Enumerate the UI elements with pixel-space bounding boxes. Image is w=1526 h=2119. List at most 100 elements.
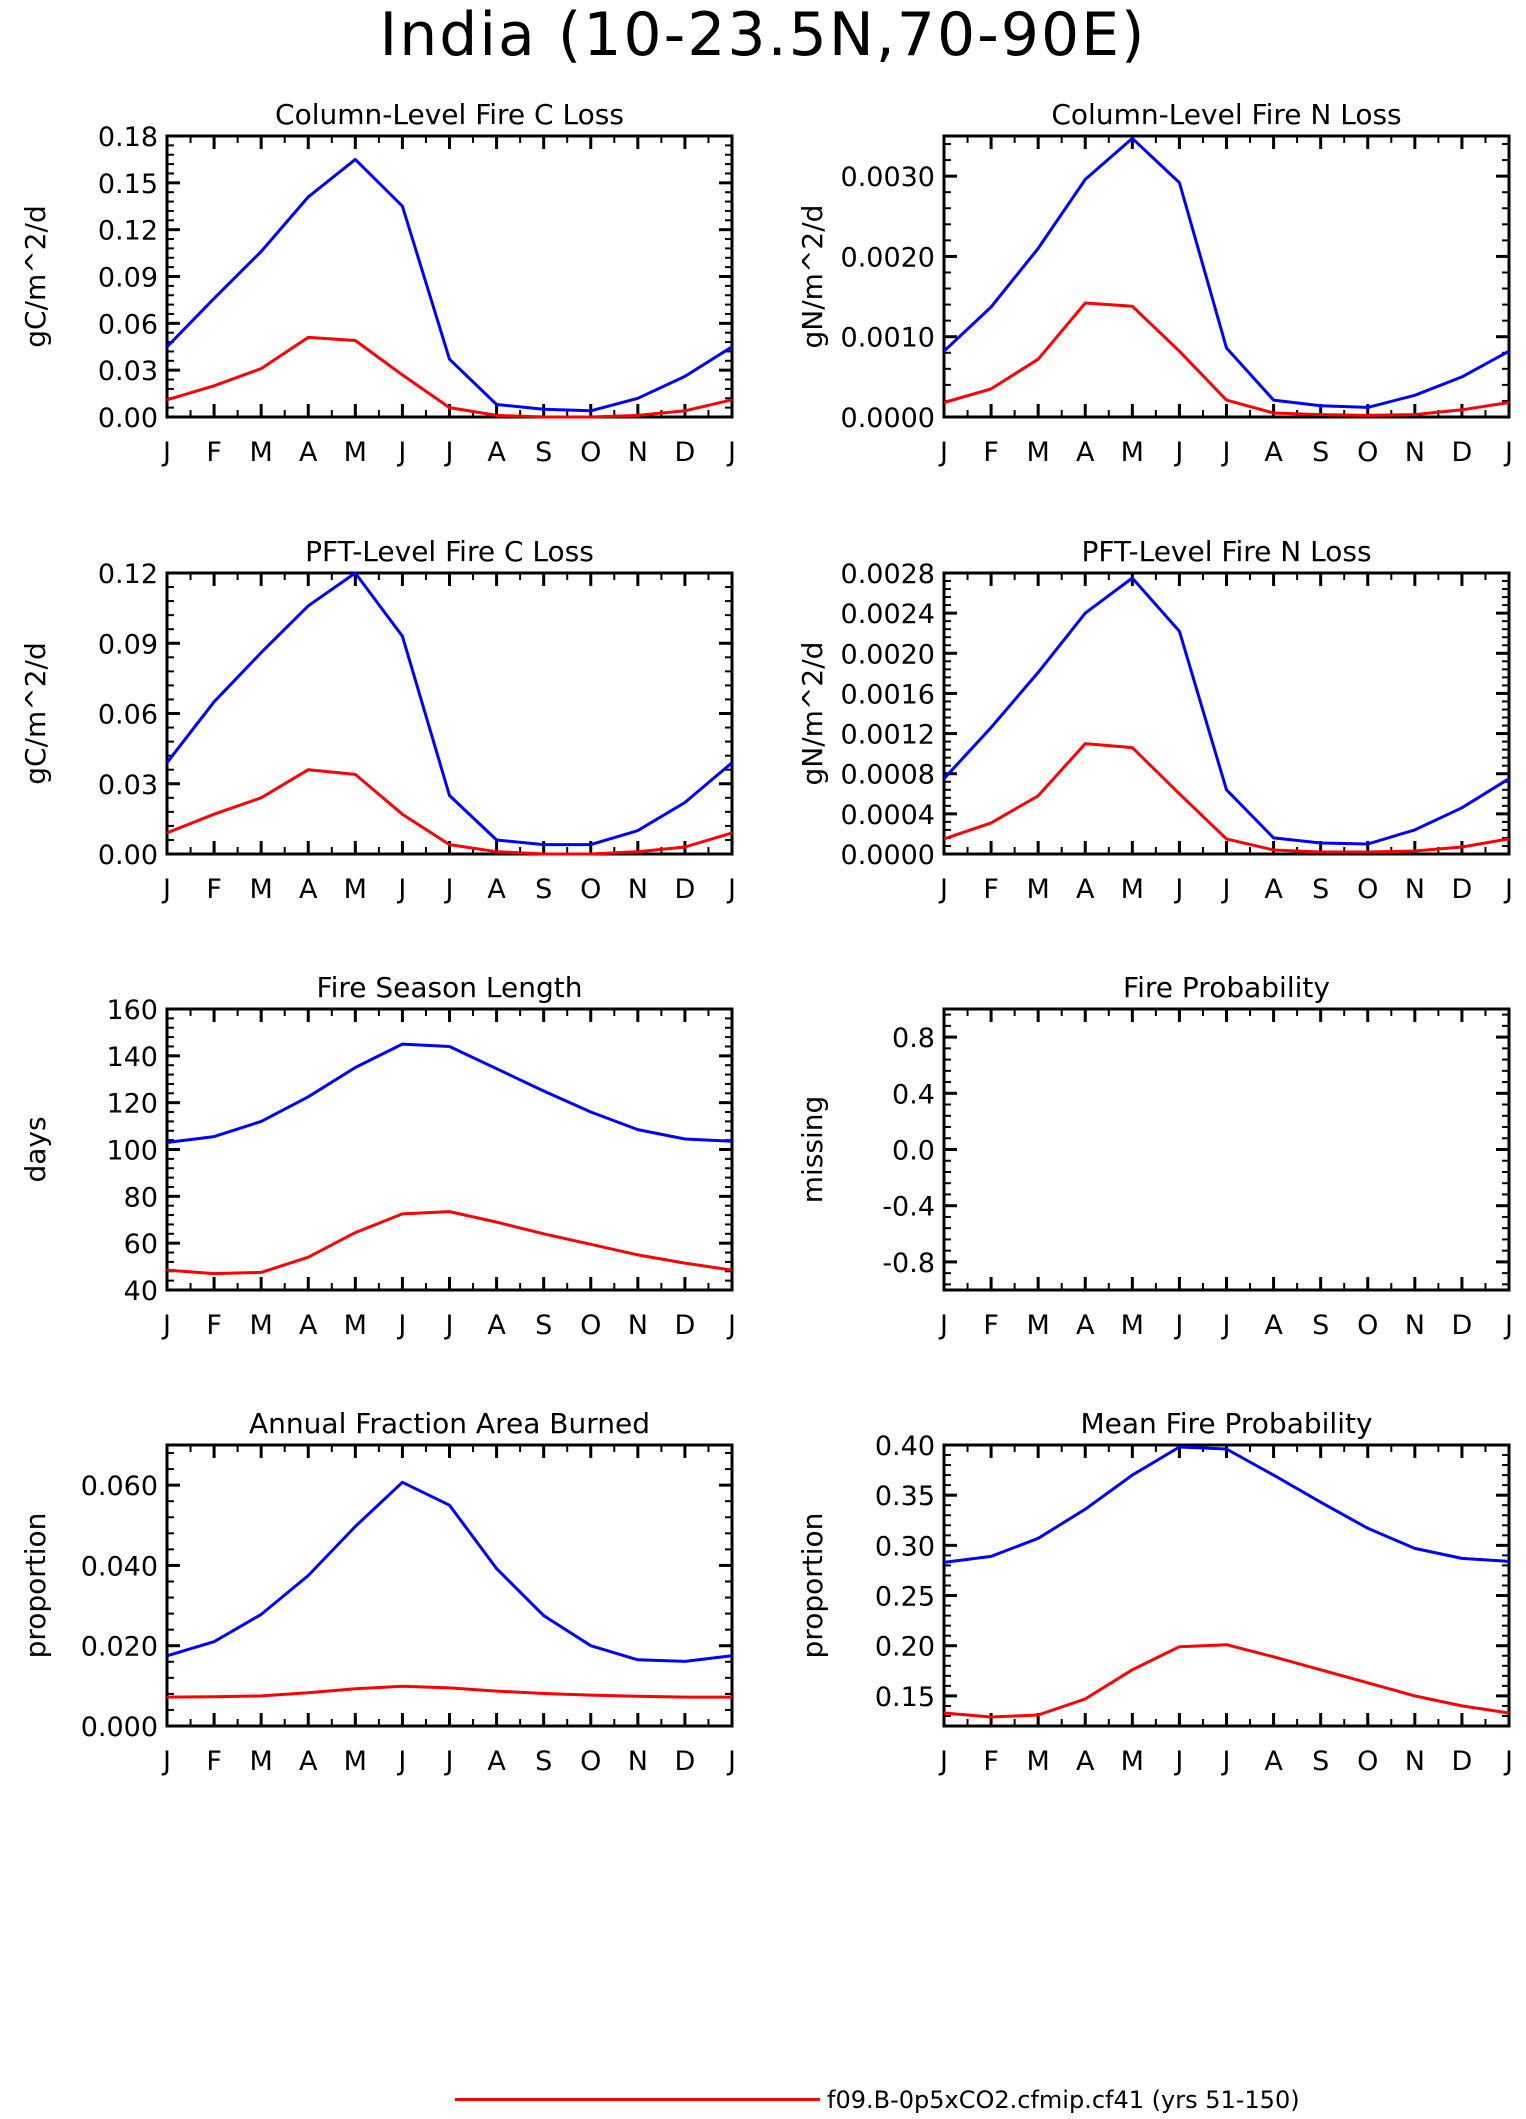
y-tick-label: 0.0008: [841, 760, 935, 791]
x-tick-label: J: [444, 1746, 454, 1777]
x-tick-label: M: [1121, 1746, 1144, 1777]
y-tick-label: 0.12: [98, 216, 158, 247]
y-axis-label: days: [19, 1116, 52, 1182]
chart-title: Mean Fire Probability: [1080, 1407, 1372, 1440]
y-tick-label: 0.0030: [841, 162, 935, 193]
x-tick-label: J: [444, 874, 454, 905]
y-tick-label: 0.0000: [841, 840, 935, 871]
x-tick-label: M: [1121, 437, 1144, 468]
x-tick-label: S: [1312, 1310, 1329, 1341]
y-tick-label: 140: [106, 1042, 158, 1073]
series-line-red: [166, 335, 733, 419]
x-tick-label: D: [1452, 1310, 1473, 1341]
y-tick-label: 0.25: [875, 1582, 935, 1613]
x-tick-label: J: [1503, 437, 1513, 468]
x-tick-label: M: [344, 437, 367, 468]
y-axis-label: proportion: [796, 1513, 829, 1659]
x-tick-label: M: [1027, 1310, 1050, 1341]
chart-title: Fire Probability: [1123, 971, 1330, 1004]
x-tick-label: S: [535, 1746, 552, 1777]
y-axis-label: proportion: [19, 1513, 52, 1659]
x-tick-label: A: [1076, 1310, 1095, 1341]
x-tick-label: O: [1357, 1310, 1378, 1341]
x-tick-label: J: [1221, 1746, 1231, 1777]
plot-frame: [165, 571, 734, 856]
x-tick-label: J: [938, 1310, 948, 1341]
x-tick-label: J: [161, 1310, 171, 1341]
x-tick-label: J: [1221, 1310, 1231, 1341]
y-tick-label: 0.0004: [841, 800, 935, 831]
x-tick-label: J: [396, 1310, 406, 1341]
x-tick-label: F: [983, 437, 999, 468]
y-axis-label: gN/m^2/d: [796, 205, 829, 349]
y-tick-label: 0.06: [98, 309, 158, 340]
y-axis-label: gN/m^2/d: [796, 642, 829, 786]
x-tick-label: M: [250, 1746, 273, 1777]
x-tick-label: M: [344, 1310, 367, 1341]
x-tick-label: N: [1405, 1310, 1425, 1341]
x-tick-label: J: [726, 874, 736, 905]
x-tick-label: D: [1452, 874, 1473, 905]
y-tick-label: 0.06: [98, 700, 158, 731]
y-tick-label: 0.12: [98, 559, 158, 590]
plot-frame: [165, 1007, 734, 1292]
y-tick-label: 0.0016: [841, 679, 935, 710]
x-tick-label: J: [726, 437, 736, 468]
y-tick-label: 60: [124, 1229, 158, 1260]
y-tick-label: 0.0024: [841, 599, 935, 630]
x-tick-label: M: [250, 874, 273, 905]
y-tick-label: 0.00: [98, 403, 158, 434]
y-tick-label: -0.4: [882, 1192, 935, 1223]
x-tick-label: J: [1173, 874, 1183, 905]
x-tick-label: O: [1357, 874, 1378, 905]
y-tick-label: 0.040: [81, 1551, 158, 1582]
x-tick-label: J: [938, 1746, 948, 1777]
legend-line-red: [455, 2098, 820, 2101]
x-tick-label: J: [161, 874, 171, 905]
x-tick-label: O: [580, 1310, 601, 1341]
y-tick-label: 100: [106, 1136, 158, 1167]
y-tick-label: 0.03: [98, 356, 158, 387]
y-tick-label: 0.000: [81, 1712, 158, 1743]
x-tick-label: O: [580, 874, 601, 905]
x-tick-label: A: [1076, 1746, 1095, 1777]
series-line-red: [166, 1684, 732, 1699]
x-tick-label: A: [487, 1310, 506, 1341]
plot-frame: [942, 571, 1511, 856]
x-tick-label: J: [396, 1746, 406, 1777]
x-tick-label: A: [1076, 874, 1095, 905]
x-tick-label: S: [1312, 1746, 1329, 1777]
x-tick-label: O: [580, 1746, 601, 1777]
legend-label-red: f09.B-0p5xCO2.cfmip.cf41 (yrs 51-150): [827, 2086, 1300, 2114]
series-line-red: [943, 301, 1510, 417]
x-tick-label: S: [1312, 437, 1329, 468]
x-tick-label: M: [1027, 874, 1050, 905]
x-tick-label: A: [1076, 437, 1095, 468]
y-tick-label: 0.0012: [841, 720, 935, 751]
x-tick-label: N: [1405, 1746, 1425, 1777]
x-tick-label: N: [628, 437, 648, 468]
y-tick-label: 160: [106, 995, 158, 1026]
x-tick-label: A: [487, 874, 506, 905]
x-tick-label: J: [1503, 1746, 1513, 1777]
y-axis-label: gC/m^2/d: [19, 642, 52, 785]
x-tick-label: A: [1264, 1746, 1283, 1777]
x-tick-label: A: [1264, 1310, 1283, 1341]
x-tick-label: J: [1221, 437, 1231, 468]
plot-frame: [942, 1007, 1511, 1292]
x-tick-label: M: [1027, 1746, 1050, 1777]
y-tick-label: 0.8: [892, 1023, 935, 1054]
x-tick-label: J: [938, 874, 948, 905]
y-tick-label: 0.0000: [841, 403, 935, 434]
x-tick-label: J: [726, 1746, 736, 1777]
plot-frame: [942, 1443, 1511, 1728]
x-tick-label: J: [444, 437, 454, 468]
x-tick-label: F: [983, 1746, 999, 1777]
x-tick-label: J: [1503, 1310, 1513, 1341]
x-tick-label: D: [1452, 437, 1473, 468]
series-line-blue: [165, 157, 733, 413]
x-tick-label: J: [1503, 874, 1513, 905]
y-axis-label: gC/m^2/d: [19, 205, 52, 348]
